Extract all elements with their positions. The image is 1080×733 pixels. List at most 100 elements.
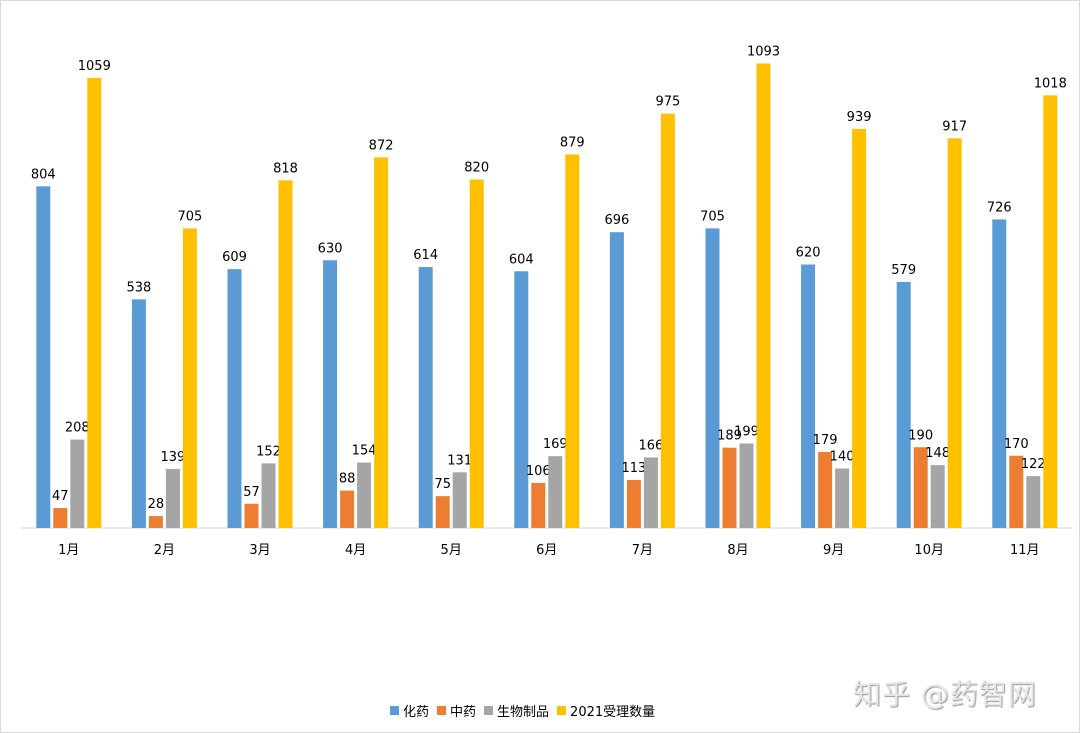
- data-label: 122: [1021, 457, 1046, 472]
- bar: [357, 462, 372, 528]
- bar: [643, 457, 658, 528]
- data-label: 917: [942, 119, 967, 134]
- data-label: 1093: [747, 44, 780, 59]
- legend-label: 2021受理数量: [570, 705, 656, 720]
- data-label: 154: [352, 444, 377, 459]
- x-tick-label: 1月: [58, 543, 79, 558]
- bar: [131, 299, 146, 528]
- bar: [418, 267, 433, 528]
- data-label: 820: [464, 161, 489, 176]
- x-tick-label: 8月: [727, 543, 748, 558]
- bar: [374, 157, 389, 528]
- data-label: 75: [434, 477, 451, 492]
- bar: [930, 465, 945, 528]
- data-label: 620: [796, 246, 821, 261]
- data-label: 47: [52, 489, 69, 504]
- x-tick-label: 9月: [823, 543, 844, 558]
- bar: [340, 490, 355, 528]
- bar: [722, 447, 737, 528]
- legend: 化药 中药 生物制品 2021受理数量: [390, 701, 655, 720]
- data-label: 609: [222, 250, 247, 265]
- bar: [36, 186, 51, 529]
- data-label: 538: [126, 280, 151, 295]
- bar: [70, 439, 85, 528]
- data-label: 28: [148, 497, 165, 512]
- data-label: 879: [560, 135, 585, 150]
- data-label: 939: [847, 110, 872, 125]
- bar: [660, 113, 675, 528]
- bar: [913, 447, 928, 528]
- bar: [1026, 476, 1041, 528]
- data-label: 818: [273, 161, 298, 176]
- data-label: 190: [908, 428, 933, 443]
- bar: [1043, 95, 1058, 528]
- bar: [947, 138, 962, 528]
- x-tick-label: 3月: [249, 543, 270, 558]
- legend-label: 中药: [450, 705, 477, 720]
- data-label: 604: [509, 252, 534, 267]
- x-tick-label: 10月: [914, 543, 944, 558]
- bar: [992, 219, 1007, 528]
- bar: [548, 456, 563, 528]
- bar: [756, 63, 771, 528]
- bar: [323, 260, 338, 528]
- legend-swatch: [437, 706, 447, 715]
- data-label: 726: [987, 200, 1012, 215]
- legend-swatch: [557, 706, 567, 715]
- x-tick-label: 5月: [441, 543, 462, 558]
- bar: [261, 463, 276, 528]
- legend-item: 生物制品: [484, 701, 549, 720]
- legend-swatch: [484, 706, 494, 715]
- data-label: 804: [31, 167, 56, 182]
- data-label: 1018: [1034, 76, 1067, 91]
- bar: [514, 271, 529, 528]
- bar: [739, 443, 754, 528]
- data-label: 148: [925, 446, 950, 461]
- bar: [1009, 455, 1024, 528]
- data-label: 872: [369, 138, 394, 153]
- data-label: 131: [447, 453, 472, 468]
- bar: [469, 179, 484, 528]
- bar: [227, 269, 242, 528]
- data-label: 113: [621, 461, 646, 476]
- legend-swatch: [390, 706, 399, 715]
- x-tick-label: 7月: [632, 543, 653, 558]
- bar: [165, 468, 180, 528]
- bar: [801, 264, 816, 528]
- data-label: 139: [160, 450, 185, 465]
- data-label: 57: [243, 485, 260, 500]
- legend-item: 中药: [437, 701, 476, 720]
- data-label: 189: [717, 429, 742, 444]
- bar: [452, 472, 467, 528]
- bar: [896, 281, 911, 528]
- data-label: 199: [734, 424, 759, 439]
- data-label: 1059: [78, 59, 111, 74]
- bar: [565, 154, 580, 529]
- bar: [852, 128, 867, 529]
- data-label: 169: [543, 437, 568, 452]
- data-label: 696: [604, 213, 629, 228]
- bar: [278, 180, 293, 528]
- data-label: 106: [526, 464, 551, 479]
- bar: [435, 496, 450, 528]
- data-label: 170: [1004, 437, 1029, 452]
- legend-item: 化药: [390, 701, 429, 720]
- x-tick-label: 4月: [345, 543, 366, 558]
- data-label: 179: [813, 433, 838, 448]
- data-label: 152: [256, 444, 281, 459]
- data-label: 208: [65, 421, 90, 436]
- bar: [626, 479, 641, 528]
- bar: [705, 228, 720, 528]
- bar: [818, 451, 833, 528]
- data-label: 975: [655, 95, 680, 110]
- data-label: 140: [830, 450, 855, 465]
- data-label: 630: [318, 241, 343, 256]
- watermark: 知乎 @药智网: [853, 678, 1037, 711]
- x-tick-label: 11月: [1010, 543, 1040, 558]
- bar: [53, 508, 68, 528]
- legend-item: 2021受理数量: [557, 701, 655, 720]
- legend-label: 化药: [403, 705, 430, 720]
- bar: [531, 482, 546, 528]
